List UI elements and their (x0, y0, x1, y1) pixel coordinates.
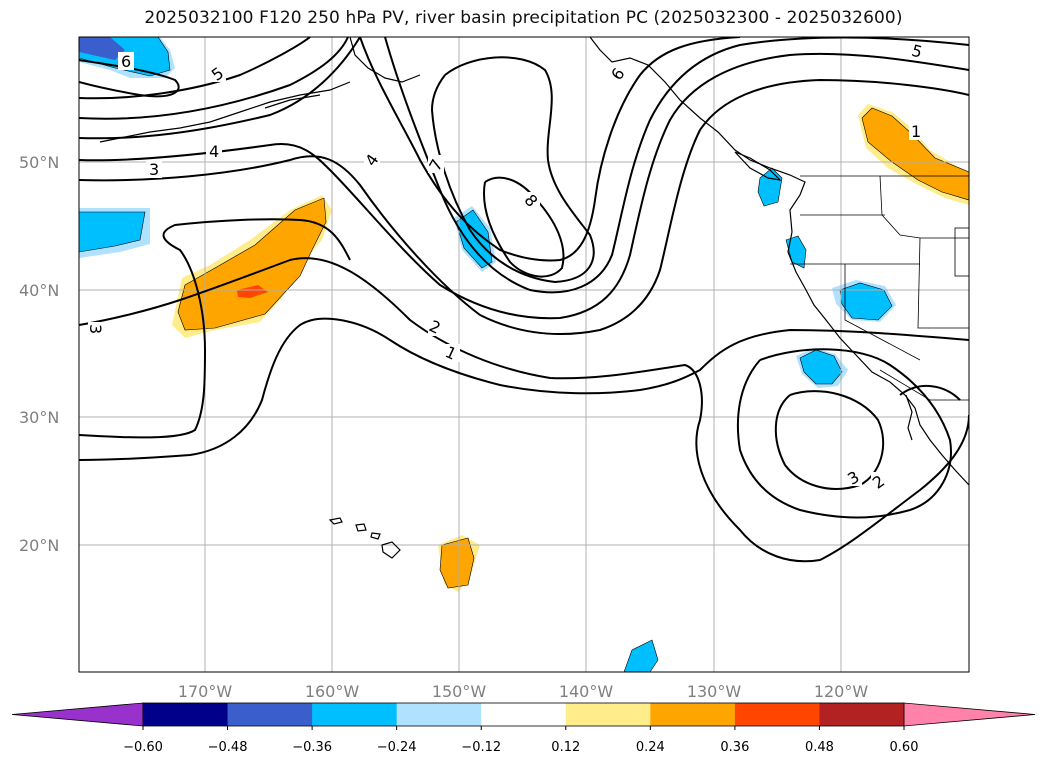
colorbar-tick-label: −0.48 (208, 740, 248, 755)
colorbar-tick-label: 0.60 (890, 740, 919, 755)
colorbar-extend-low (11, 702, 144, 727)
map-frame (78, 36, 970, 673)
colorbar-segment (481, 703, 567, 726)
contour-labels: 6 5 4 3 4 7 8 2 1 6 5 1 3 2 (86, 41, 926, 493)
longitude-labels: 170°W 160°W 150°W 140°W 130°W 120°W (178, 682, 869, 701)
colorbar-tick-label: 0.24 (636, 740, 665, 755)
colorbar-segment (650, 703, 736, 726)
colorbar-segment (143, 703, 229, 726)
contour-label: 1 (911, 122, 921, 141)
state-borders (790, 175, 969, 401)
figure-title: 2025032100 F120 250 hPa PV, river basin … (144, 8, 903, 28)
contour-label: 5 (910, 41, 925, 62)
lon-label: 160°W (305, 682, 360, 701)
contour-label: 3 (149, 160, 159, 179)
colorbar-segment (396, 703, 482, 726)
colorbar-segment (565, 703, 651, 726)
colorbar-tick-label: −0.24 (377, 740, 417, 755)
lat-label: 40°N (19, 281, 59, 300)
colorbar-segment (312, 703, 398, 726)
colorbar-segment (734, 703, 820, 726)
colorbar-tick-label: 0.48 (805, 740, 834, 755)
lat-label: 20°N (19, 536, 59, 555)
colorbar-segment (819, 703, 905, 726)
pv-contours (79, 37, 969, 563)
colorbar-extend-high (903, 702, 1036, 727)
colorbar-tick-label: −0.60 (123, 740, 163, 755)
lat-label: 50°N (19, 153, 59, 172)
lon-label: 140°W (559, 682, 614, 701)
colorbar-outline (142, 702, 905, 727)
lon-label: 150°W (432, 682, 487, 701)
colorbar-tick-label: 0.36 (720, 740, 749, 755)
precipitation-shading (79, 37, 969, 672)
lat-label: 30°N (19, 408, 59, 427)
gridlines (79, 37, 969, 672)
colorbar-tick-label: 0.12 (551, 740, 580, 755)
colorbar: −0.60 −0.48 −0.36 −0.24 −0.12 0.12 0.24 0.36 0.4… (11, 702, 1036, 755)
lon-label: 170°W (178, 682, 233, 701)
lon-label: 130°W (687, 682, 742, 701)
colorbar-tick-label: −0.36 (292, 740, 332, 755)
contour-label: 4 (209, 142, 219, 161)
map-frame-background (79, 37, 969, 672)
latitude-labels: 50°N 40°N 30°N 20°N (19, 153, 59, 555)
colorbar-segment (227, 703, 313, 726)
lon-label: 120°W (814, 682, 869, 701)
colorbar-tick-label: −0.12 (461, 740, 501, 755)
contour-label: 6 (121, 52, 131, 71)
contour-label: 3 (86, 324, 105, 334)
